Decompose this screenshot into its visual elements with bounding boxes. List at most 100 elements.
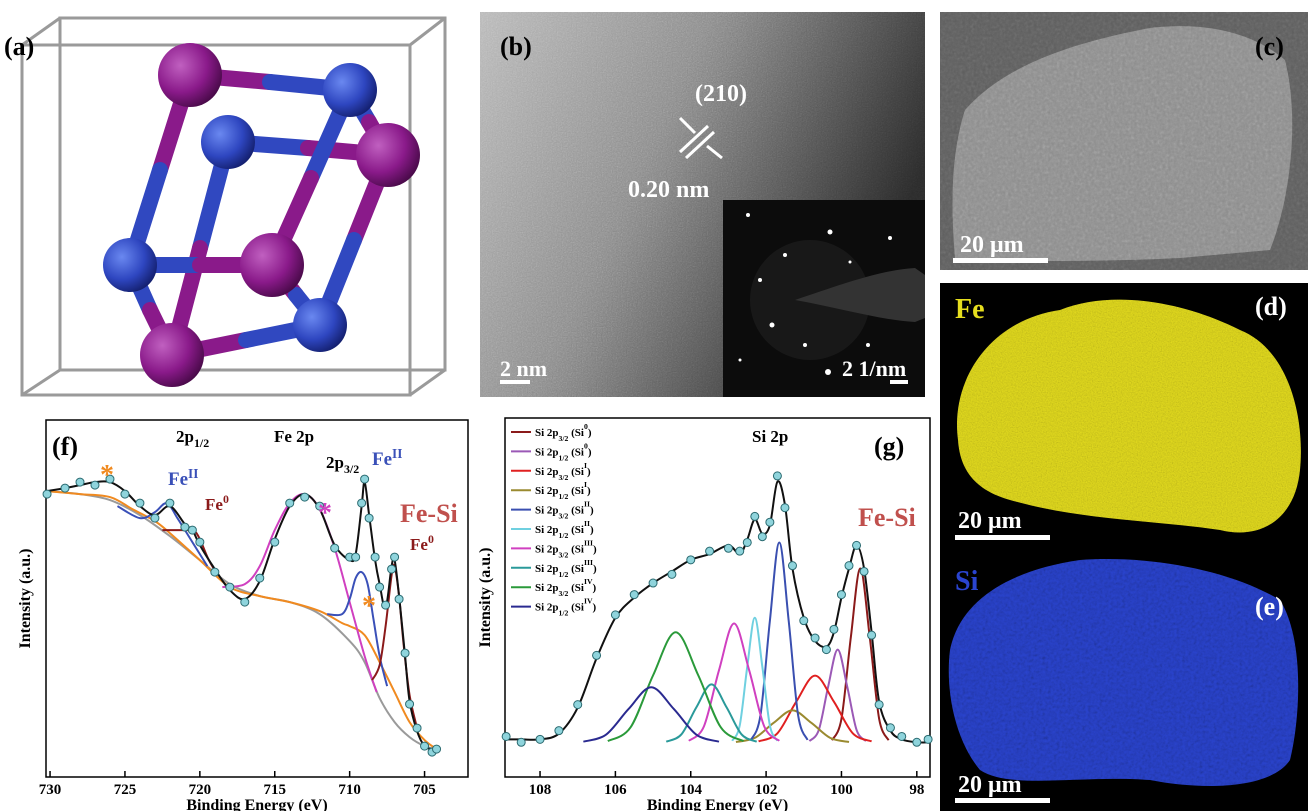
data-point (364, 513, 374, 523)
data-point (735, 546, 745, 556)
x-tick-label: 730 (39, 782, 62, 798)
data-point (885, 723, 895, 733)
data-point (705, 546, 715, 556)
data-point (381, 600, 391, 610)
scale-label: 2 nm (500, 356, 547, 381)
annotation: FeII (168, 466, 198, 490)
text-part: 0 (584, 441, 588, 450)
text-part: 2p (176, 427, 194, 446)
data-point (375, 582, 385, 592)
text-part: I (584, 480, 587, 489)
data-point (742, 537, 752, 547)
plot-frame (504, 417, 931, 778)
text-part: ) (588, 446, 592, 458)
scale-label: 20 μm (960, 232, 1024, 258)
data-point (610, 610, 620, 620)
sem-panel: (c) 20 μm (940, 12, 1308, 270)
legend-label: Si 2p3/2 (SiII) (535, 500, 594, 521)
si-map-panel: Si (e) 20 μm (940, 545, 1308, 811)
text-part: III (584, 558, 593, 567)
text-part: Fe (168, 469, 188, 490)
text-part: 1/2 (559, 492, 569, 501)
y-axis-label: Intensity (a.u.) (477, 547, 494, 647)
data-point (686, 555, 696, 565)
annotation: * (100, 460, 114, 491)
text-part: Si 2p (535, 446, 559, 458)
data-point (867, 630, 877, 640)
annotation: FeII (372, 446, 402, 470)
panel-label: (e) (1255, 592, 1284, 621)
legend-label: Si 2p3/2 (Si0) (535, 422, 592, 443)
data-point (750, 511, 760, 521)
data-point (357, 498, 367, 508)
spectrum-line (688, 622, 780, 742)
data-point (150, 513, 160, 523)
text-part: ) (590, 505, 594, 517)
x-tick-label: 98 (909, 782, 924, 798)
fe-map-panel: Fe (d) 20 μm (940, 283, 1308, 545)
annotation: Fe0 (205, 492, 229, 514)
x-tick-label: 710 (338, 782, 361, 798)
data-point (810, 633, 820, 643)
text-part: Si 2p (535, 602, 559, 614)
annotation: Si 2p (752, 427, 788, 446)
text-part: (Si (568, 563, 584, 575)
data-point (787, 561, 797, 571)
text-part: (Si (568, 466, 584, 478)
text-part: (Si (568, 427, 584, 439)
text-part: II (392, 446, 402, 461)
fringe-marker (678, 116, 723, 160)
annotation: (f) (52, 432, 78, 461)
text-part: 1/2 (559, 570, 569, 579)
data-point (330, 543, 340, 553)
text-part: 3/2 (344, 462, 359, 476)
text-part: ) (593, 543, 597, 555)
panel-label: (a) (4, 32, 34, 61)
annotation: * (318, 498, 332, 529)
panel-label: (d) (1255, 292, 1287, 321)
data-point (195, 537, 205, 547)
data-point (535, 734, 545, 744)
text-part: (Si (568, 543, 584, 555)
annotation: 2p1/2 (176, 427, 209, 450)
data-point (757, 532, 767, 542)
data-point (75, 477, 85, 487)
spectrum-line (831, 567, 890, 741)
data-point (400, 648, 410, 658)
text-part: (Si (568, 582, 584, 594)
x-tick-label: 102 (755, 782, 778, 798)
text-part: 1/2 (559, 609, 569, 618)
data-point (573, 700, 583, 710)
text-part: (g) (874, 432, 904, 461)
text-part: (Si (568, 602, 584, 614)
data-point (405, 699, 415, 709)
text-part: 1/2 (194, 436, 209, 450)
x-tick-label: 104 (679, 782, 702, 798)
text-part: 0 (223, 492, 229, 506)
text-part: 3/2 (559, 550, 569, 559)
scale-label: 20 μm (958, 508, 1022, 534)
text-part: (Si (568, 505, 584, 517)
text-part: 0 (584, 422, 588, 431)
data-point (897, 731, 907, 741)
text-part: (Si (568, 485, 584, 497)
bonds (122, 67, 396, 363)
data-point (60, 483, 70, 493)
text-part: 3/2 (559, 434, 569, 443)
data-point (765, 517, 775, 527)
data-point (210, 567, 220, 577)
data-point (836, 590, 846, 600)
data-point (592, 650, 602, 660)
text-part: Si 2p (535, 485, 559, 497)
text-part: ) (587, 466, 591, 478)
text-part: (Si (568, 446, 584, 458)
data-point (42, 489, 52, 499)
x-axis-label: Binding Energy (eV) (647, 797, 788, 811)
text-part: 3/2 (559, 589, 569, 598)
data-point (225, 582, 235, 592)
text-part: ) (593, 582, 597, 594)
text-part: Si 2p (752, 427, 788, 446)
text-part: Fe (205, 495, 223, 514)
legend-label: Si 2p1/2 (SiI) (535, 480, 591, 501)
